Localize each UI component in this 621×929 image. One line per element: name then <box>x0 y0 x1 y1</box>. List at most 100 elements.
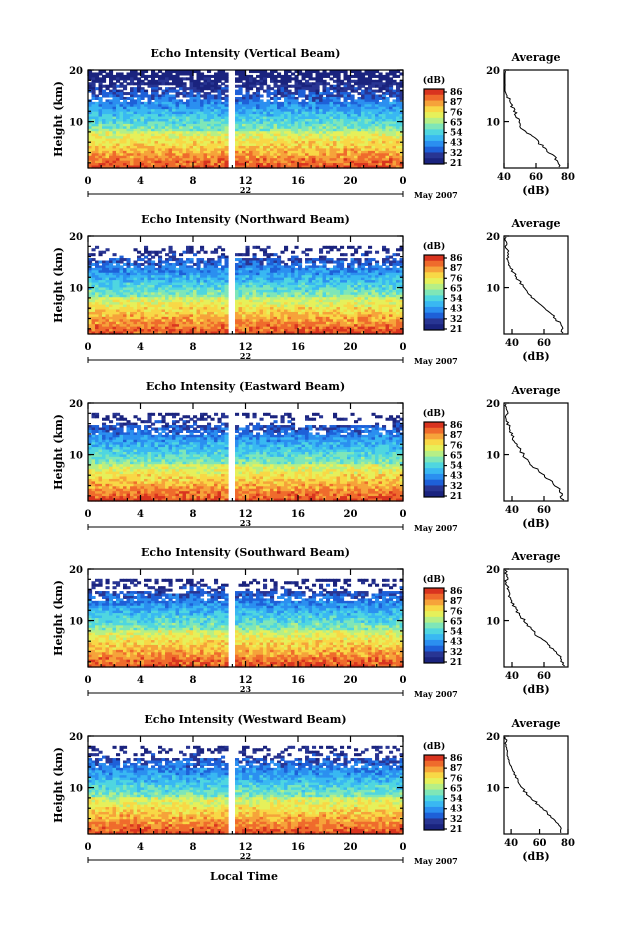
heatmap-cell <box>221 128 226 132</box>
heatmap-cell <box>186 106 191 110</box>
heatmap-cell <box>364 96 369 100</box>
heatmap-cell <box>238 92 243 96</box>
heatmap-cell <box>336 111 341 115</box>
heatmap-cell <box>396 109 401 113</box>
heatmap-cell <box>364 119 369 123</box>
heatmap-cell <box>378 101 383 105</box>
heatmap-cell <box>189 99 194 103</box>
heatmap-cell <box>305 111 310 115</box>
heatmap-cell <box>217 99 222 103</box>
heatmap-cell <box>347 92 352 96</box>
heatmap-cell <box>242 94 247 98</box>
heatmap-cell <box>217 111 222 115</box>
heatmap-cell <box>126 106 131 110</box>
heatmap-cell <box>249 111 254 115</box>
heatmap-cell <box>389 84 394 88</box>
heatmap-cell <box>364 262 369 266</box>
heatmap-cell <box>336 109 341 113</box>
heatmap-cell <box>347 104 352 108</box>
heatmap-cell <box>315 101 320 105</box>
heatmap-cell <box>158 77 163 81</box>
heatmap-cell <box>186 116 191 120</box>
heatmap-cell <box>123 84 128 88</box>
heatmap-cell <box>308 109 313 113</box>
heatmap-cell <box>91 96 96 100</box>
heatmap-cell <box>196 123 201 127</box>
heatmap-cell <box>88 119 93 123</box>
heatmap-cell <box>399 84 404 88</box>
heatmap-cell <box>91 128 96 132</box>
heatmap-cell <box>263 74 268 78</box>
heatmap-cell <box>158 250 163 254</box>
heatmap-cell <box>140 114 145 118</box>
heatmap-cell <box>319 109 324 113</box>
heatmap-cell <box>182 109 187 113</box>
heatmap-cell <box>207 70 212 74</box>
heatmap-cell <box>350 111 355 115</box>
heatmap-cell <box>368 104 373 108</box>
heatmap-cell <box>203 111 208 115</box>
heatmap-cell <box>392 119 397 123</box>
average-x-tick-label: 40 <box>497 172 511 183</box>
heatmap-cell <box>249 96 254 100</box>
heatmap-cell <box>210 84 215 88</box>
heatmap-cell <box>399 72 404 76</box>
heatmap-cell <box>252 79 257 83</box>
heatmap-cell <box>333 101 338 105</box>
heatmap-cell <box>154 87 159 91</box>
heatmap-cell <box>357 79 362 83</box>
heatmap-cell <box>242 116 247 120</box>
heatmap-cell <box>207 87 212 91</box>
heatmap-cell <box>326 245 331 249</box>
heatmap-cell <box>126 123 131 127</box>
heatmap-cell <box>126 111 131 115</box>
heatmap-cell <box>112 126 117 130</box>
heatmap-cell <box>98 84 103 88</box>
heatmap-cell <box>252 245 257 249</box>
heatmap-cell <box>126 114 131 118</box>
heatmap-cell <box>399 101 404 105</box>
heatmap-cell <box>133 111 138 115</box>
heatmap-cell <box>294 84 299 88</box>
heatmap-cell <box>361 101 366 105</box>
heatmap-cell <box>126 116 131 120</box>
heatmap-cell <box>392 94 397 98</box>
heatmap-cell <box>280 92 285 96</box>
heatmap-cell <box>382 82 387 86</box>
heatmap-cell <box>165 92 170 96</box>
heatmap-cell <box>123 96 128 100</box>
heatmap-cell <box>329 128 334 132</box>
heatmap-cell <box>161 116 166 120</box>
heatmap-cell <box>123 126 128 130</box>
heatmap-cell <box>119 96 124 100</box>
heatmap-cell <box>294 123 299 127</box>
heatmap-cell <box>116 106 121 110</box>
heatmap-cell <box>126 77 131 81</box>
heatmap-cell <box>217 101 222 105</box>
heatmap-cell <box>312 77 317 81</box>
heatmap-cell <box>165 74 170 78</box>
heatmap-cell <box>245 123 250 127</box>
heatmap-cell <box>322 121 327 125</box>
heatmap-cell <box>350 101 355 105</box>
heatmap-cell <box>329 114 334 118</box>
heatmap-cell <box>168 119 173 123</box>
heatmap-cell <box>326 126 331 130</box>
heatmap-cell <box>182 106 187 110</box>
heatmap-cell <box>137 111 142 115</box>
heatmap-cell <box>315 119 320 123</box>
heatmap-cell <box>354 126 359 130</box>
heatmap-cell <box>333 121 338 125</box>
heatmap-cell <box>256 126 261 130</box>
heatmap-cell <box>263 89 268 93</box>
heatmap-cell <box>144 250 149 254</box>
heatmap-cell <box>130 74 135 78</box>
heatmap-cell <box>301 101 306 105</box>
heatmap-cell <box>375 74 380 78</box>
heatmap-cell <box>361 109 366 113</box>
heatmap-cell <box>329 96 334 100</box>
heatmap-cell <box>105 104 110 108</box>
day-label: 22 <box>240 185 251 195</box>
heatmap-cell <box>161 248 166 252</box>
heatmap-cell <box>301 119 306 123</box>
